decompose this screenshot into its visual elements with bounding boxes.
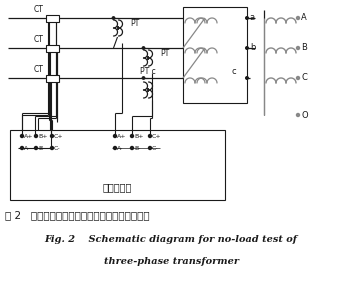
Circle shape [148, 134, 152, 137]
Circle shape [297, 77, 300, 79]
Text: B-: B- [134, 145, 141, 151]
Text: a: a [250, 12, 255, 22]
Text: three-phase transformer: three-phase transformer [104, 257, 238, 266]
Text: O: O [301, 111, 307, 120]
Text: 功率分析仪: 功率分析仪 [103, 182, 132, 192]
Circle shape [131, 134, 133, 137]
Circle shape [21, 147, 24, 149]
Circle shape [142, 47, 145, 49]
Text: CT: CT [34, 5, 43, 14]
Text: B+: B+ [38, 134, 48, 139]
Text: B: B [301, 43, 307, 52]
Circle shape [114, 147, 117, 149]
Text: PT c: PT c [140, 67, 156, 76]
Circle shape [51, 147, 53, 149]
Text: PT: PT [160, 49, 169, 58]
Text: A: A [301, 14, 307, 22]
Text: C-: C- [54, 145, 61, 151]
Bar [45, 45, 58, 52]
Circle shape [297, 46, 300, 50]
Circle shape [51, 134, 53, 137]
Text: C: C [301, 73, 307, 82]
Text: CT: CT [34, 35, 43, 43]
Text: c: c [232, 67, 237, 76]
Text: Fig. 2    Schematic diagram for no-load test of: Fig. 2 Schematic diagram for no-load tes… [44, 236, 298, 245]
Text: C+: C+ [152, 134, 162, 139]
Circle shape [246, 17, 248, 19]
Text: A-: A- [24, 145, 30, 151]
Text: 图 2   三相变压器空载电流和空载损耗测量原理图: 图 2 三相变压器空载电流和空载损耗测量原理图 [5, 210, 150, 220]
Text: A-: A- [117, 145, 123, 151]
Circle shape [114, 134, 117, 137]
Bar [183, 7, 247, 103]
Circle shape [131, 147, 133, 149]
Circle shape [112, 17, 115, 19]
Bar [10, 130, 225, 200]
Circle shape [21, 134, 24, 137]
Bar [45, 75, 58, 82]
Circle shape [246, 77, 248, 79]
Text: C-: C- [152, 145, 159, 151]
Circle shape [148, 147, 152, 149]
Circle shape [35, 134, 38, 137]
Text: B-: B- [38, 145, 44, 151]
Circle shape [246, 47, 248, 49]
Circle shape [142, 77, 145, 79]
Text: CT: CT [34, 65, 43, 73]
Text: PT: PT [130, 19, 139, 28]
Text: B+: B+ [134, 134, 144, 139]
Text: A+: A+ [24, 134, 34, 139]
Text: b: b [250, 43, 255, 52]
Bar [45, 14, 58, 22]
Circle shape [297, 16, 300, 20]
Text: C+: C+ [54, 134, 64, 139]
Text: A+: A+ [117, 134, 127, 139]
Circle shape [297, 113, 300, 117]
Circle shape [35, 147, 38, 149]
